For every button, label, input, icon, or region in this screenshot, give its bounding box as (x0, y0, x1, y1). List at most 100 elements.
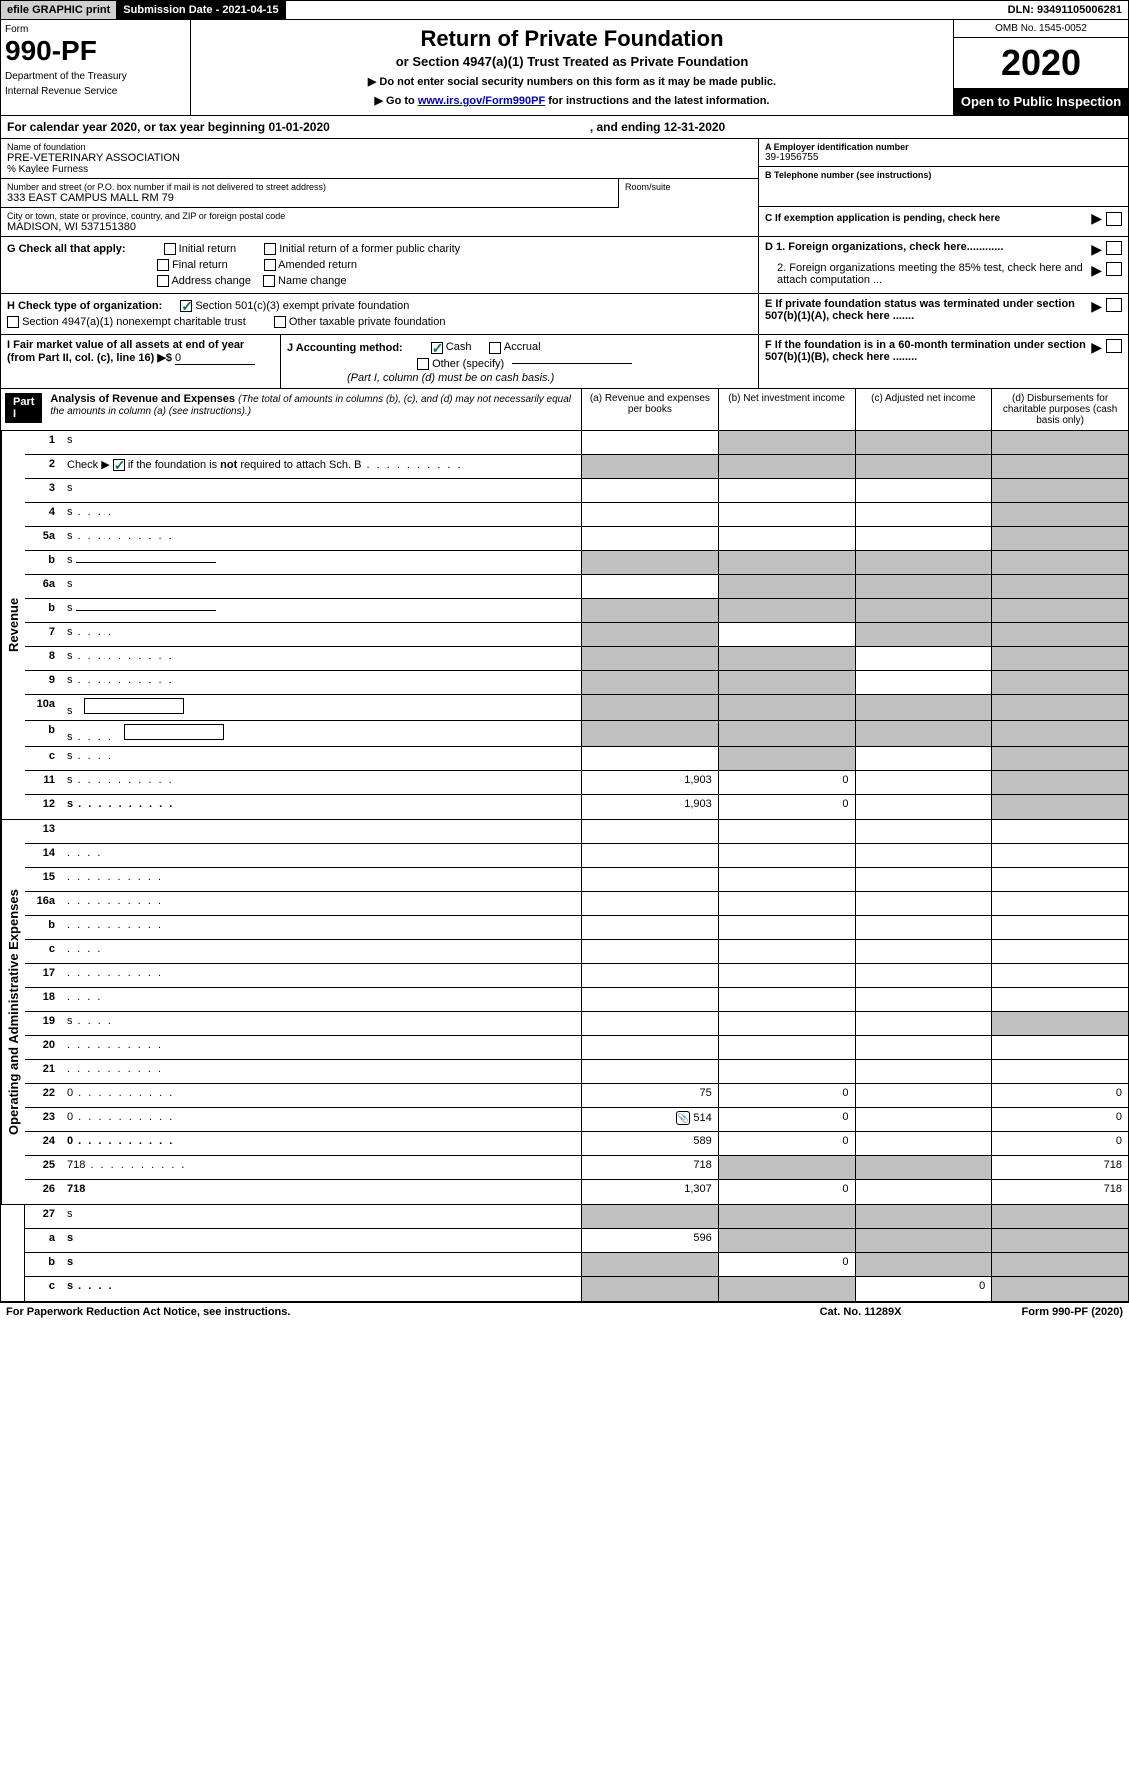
data-cell-d: 0 (991, 1132, 1128, 1155)
row-number: 14 (25, 844, 61, 867)
data-cell-c (855, 916, 992, 939)
row-description (61, 820, 581, 843)
data-cell-d (991, 1205, 1128, 1228)
data-cell-a (581, 455, 718, 478)
row-description (61, 964, 581, 987)
data-cell-c (855, 1012, 992, 1035)
final-return-checkbox[interactable] (157, 259, 169, 271)
table-row: 21 (25, 1060, 1128, 1084)
open-public-badge: Open to Public Inspection (954, 88, 1128, 115)
row-description (61, 988, 581, 1011)
arrow-icon: ▶ (1091, 210, 1102, 227)
data-cell-b (718, 671, 855, 694)
data-cell-b: 0 (718, 1180, 855, 1204)
cash-checkbox[interactable] (431, 342, 443, 354)
data-cell-c (855, 892, 992, 915)
submission-date-button[interactable]: Submission Date - 2021-04-15 (117, 1, 285, 19)
row-description (61, 892, 581, 915)
accrual-checkbox[interactable] (489, 342, 501, 354)
data-cell-b (718, 503, 855, 526)
other-method-checkbox[interactable] (417, 358, 429, 370)
data-cell-b (718, 844, 855, 867)
data-cell-d (991, 695, 1128, 720)
row-description (61, 868, 581, 891)
row-number: 4 (25, 503, 61, 526)
data-cell-d (991, 988, 1128, 1011)
g-label: G Check all that apply: (7, 243, 126, 255)
4947-checkbox[interactable] (7, 316, 19, 328)
final-section: 27sas596bs0cs0 (0, 1205, 1129, 1302)
row-description: s (61, 599, 581, 622)
arrow-icon: ▶ (1091, 339, 1102, 383)
part1-badge: Part I (5, 393, 42, 423)
foundation-info: Name of foundation PRE-VETERINARY ASSOCI… (0, 139, 1129, 237)
col-a-header: (a) Revenue and expenses per books (581, 389, 718, 430)
table-row: 13 (25, 820, 1128, 844)
row-description: s (61, 747, 581, 770)
attachment-icon[interactable]: 📎 (676, 1111, 690, 1125)
arrow-icon: ▶ (1091, 241, 1102, 258)
data-cell-d (991, 503, 1128, 526)
table-row: 11s1,9030 (25, 771, 1128, 795)
table-row: 24058900 (25, 1132, 1128, 1156)
row-description: s (61, 671, 581, 694)
data-cell-c (855, 527, 992, 550)
sch-b-checkbox[interactable] (113, 459, 125, 471)
row-number: b (25, 916, 61, 939)
d2-checkbox[interactable] (1106, 262, 1122, 276)
row-number: b (25, 721, 61, 746)
data-cell-b (718, 1229, 855, 1252)
cal-year-end: , and ending 12-31-2020 (590, 120, 725, 134)
row-number: 27 (25, 1205, 61, 1228)
g-checks: G Check all that apply: Initial return I… (1, 237, 758, 293)
name-change-checkbox[interactable] (263, 275, 275, 287)
data-cell-a (581, 1205, 718, 1228)
revenue-rows: 1 s 2Check ▶ if the foundation is not requ… (25, 431, 1128, 819)
data-cell-a: 589 (581, 1132, 718, 1155)
other-method-label: Other (specify) (432, 358, 504, 370)
d-section: D 1. Foreign organizations, check here..… (758, 237, 1128, 293)
initial-former-checkbox[interactable] (264, 243, 276, 255)
address-change-label: Address change (171, 275, 251, 287)
data-cell-c (855, 1156, 992, 1179)
initial-return-checkbox[interactable] (164, 243, 176, 255)
row-number: 9 (25, 671, 61, 694)
table-row: 2207500 (25, 1084, 1128, 1108)
final-rows: 27sas596bs0cs0 (25, 1205, 1128, 1301)
data-cell-c (855, 795, 992, 819)
e-checkbox[interactable] (1106, 298, 1122, 312)
data-cell-c (855, 1132, 992, 1155)
table-row: 27s (25, 1205, 1128, 1229)
data-cell-c (855, 1084, 992, 1107)
data-cell-a (581, 988, 718, 1011)
amended-checkbox[interactable] (264, 259, 276, 271)
row-number: 24 (25, 1132, 61, 1155)
dept-irs: Internal Revenue Service (5, 86, 186, 97)
row-description (61, 1036, 581, 1059)
col-b-header: (b) Net investment income (718, 389, 855, 430)
row-number: 1 (25, 431, 61, 454)
row-description: s (61, 1253, 581, 1276)
data-cell-c (855, 647, 992, 670)
f-checkbox[interactable] (1106, 339, 1122, 353)
exemption-checkbox[interactable] (1106, 212, 1122, 226)
h-checks: H Check type of organization: Section 50… (1, 294, 758, 334)
table-row: 2Check ▶ if the foundation is not requir… (25, 455, 1128, 479)
other-taxable-checkbox[interactable] (274, 316, 286, 328)
501c3-checkbox[interactable] (180, 300, 192, 312)
page-footer: For Paperwork Reduction Act Notice, see … (0, 1302, 1129, 1321)
efile-print-button[interactable]: efile GRAPHIC print (1, 1, 117, 19)
table-row: as596 (25, 1229, 1128, 1253)
d1-checkbox[interactable] (1106, 241, 1122, 255)
address-change-checkbox[interactable] (157, 275, 169, 287)
data-cell-d (991, 721, 1128, 746)
room-suite-cell: Room/suite (618, 179, 758, 208)
street-address: 333 EAST CAMPUS MALL RM 79 (7, 192, 612, 204)
row-number: 10a (25, 695, 61, 720)
table-row: 25718718718 (25, 1156, 1128, 1180)
row-number: 18 (25, 988, 61, 1011)
data-cell-a (581, 1277, 718, 1301)
data-cell-a: 1,903 (581, 795, 718, 819)
irs-link[interactable]: www.irs.gov/Form990PF (418, 95, 545, 107)
tax-year: 2020 (954, 38, 1128, 88)
